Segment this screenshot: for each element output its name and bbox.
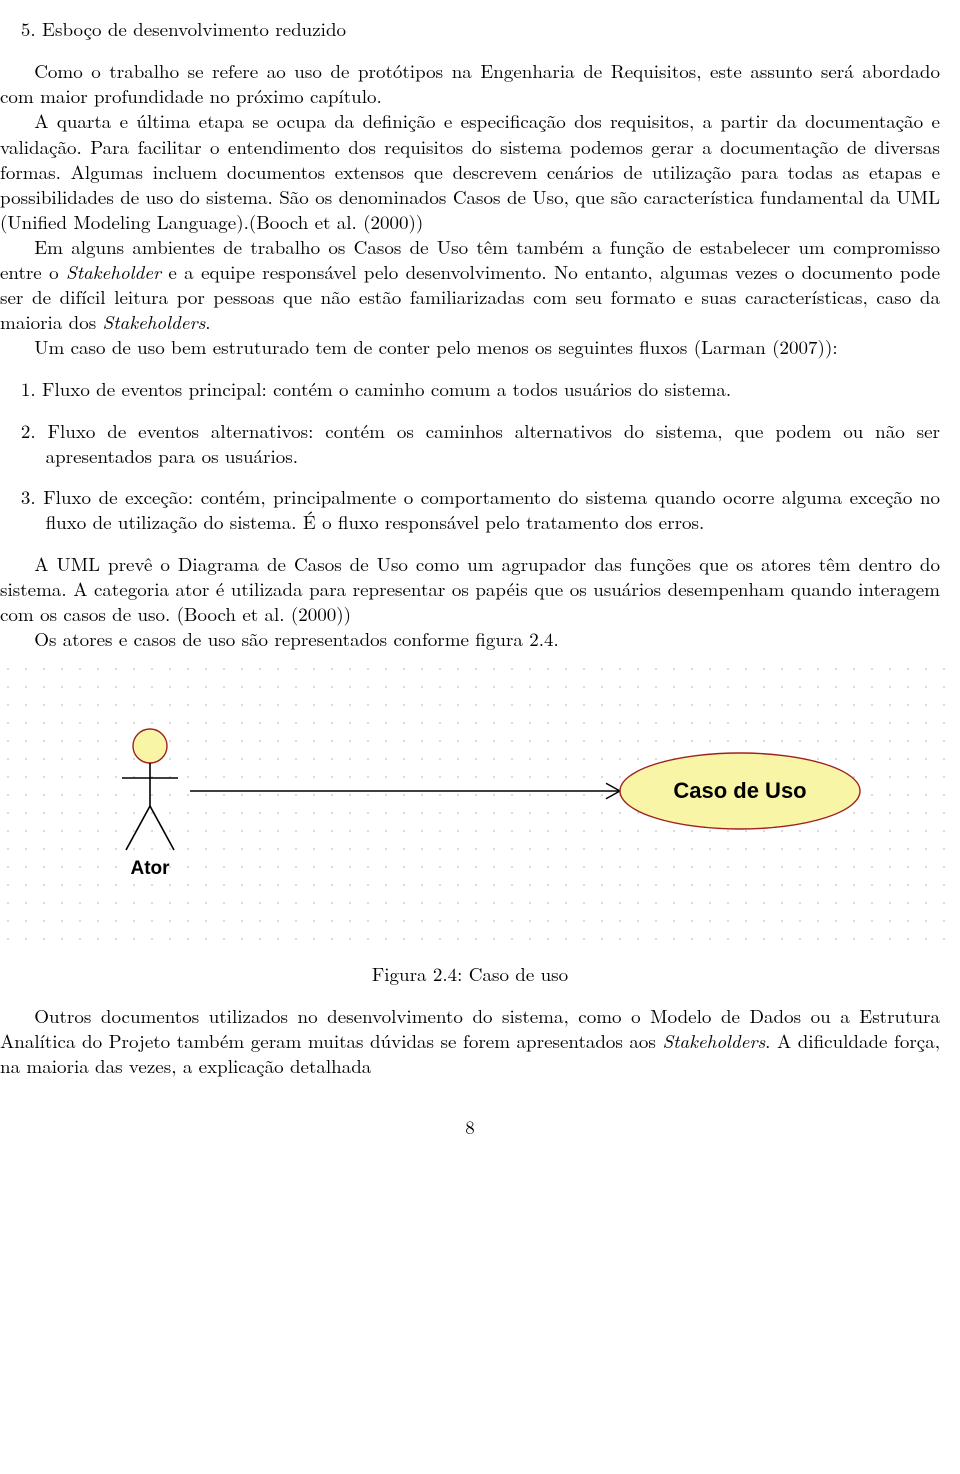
list-item: 2. Fluxo de eventos alternativos: contém… (46, 418, 940, 468)
item-text: Fluxo de exceção: contém, principalmente… (43, 483, 940, 535)
list-item: 5. Esboço de desenvolvimento reduzido (46, 16, 940, 41)
emphasis: Stakeholders (103, 308, 206, 335)
paragraph: Os atores e casos de uso são representad… (0, 626, 940, 651)
paragraph: Em alguns ambientes de trabalho os Casos… (0, 234, 940, 334)
figure-use-case-diagram: Ator Caso de Uso (0, 661, 940, 951)
item-number: 5. (21, 15, 36, 42)
item-text: Esboço de desenvolvimento reduzido (42, 15, 346, 42)
list-item: 1. Fluxo de eventos principal: contém o … (46, 376, 940, 401)
item-number: 3. (21, 483, 36, 510)
text-run: . (205, 308, 210, 335)
page-number: 8 (0, 1114, 940, 1139)
paragraph: A UML prevê o Diagrama de Casos de Uso c… (0, 551, 940, 626)
emphasis: Stakeholder (66, 258, 161, 285)
use-case-diagram-svg: Ator Caso de Uso (0, 661, 960, 951)
svg-text:Caso de Uso: Caso de Uso (673, 778, 806, 803)
svg-text:Ator: Ator (130, 858, 170, 879)
item-number: 2. (21, 417, 36, 444)
emphasis: Stakeholders (662, 1027, 765, 1054)
paragraph: Um caso de uso bem estruturado tem de co… (0, 334, 940, 359)
item-number: 1. (21, 375, 36, 402)
paragraph: Como o trabalho se refere ao uso de prot… (0, 58, 940, 108)
figure-caption: Figura 2.4: Caso de uso (0, 961, 940, 986)
item-text: Fluxo de eventos alternativos: contém os… (46, 417, 940, 469)
list-item: 3. Fluxo de exceção: contém, principalme… (46, 484, 940, 534)
item-text: Fluxo de eventos principal: contém o cam… (42, 375, 731, 402)
paragraph: Outros documentos utilizados no desenvol… (0, 1003, 940, 1078)
paragraph: A quarta e última etapa se ocupa da defi… (0, 108, 940, 233)
